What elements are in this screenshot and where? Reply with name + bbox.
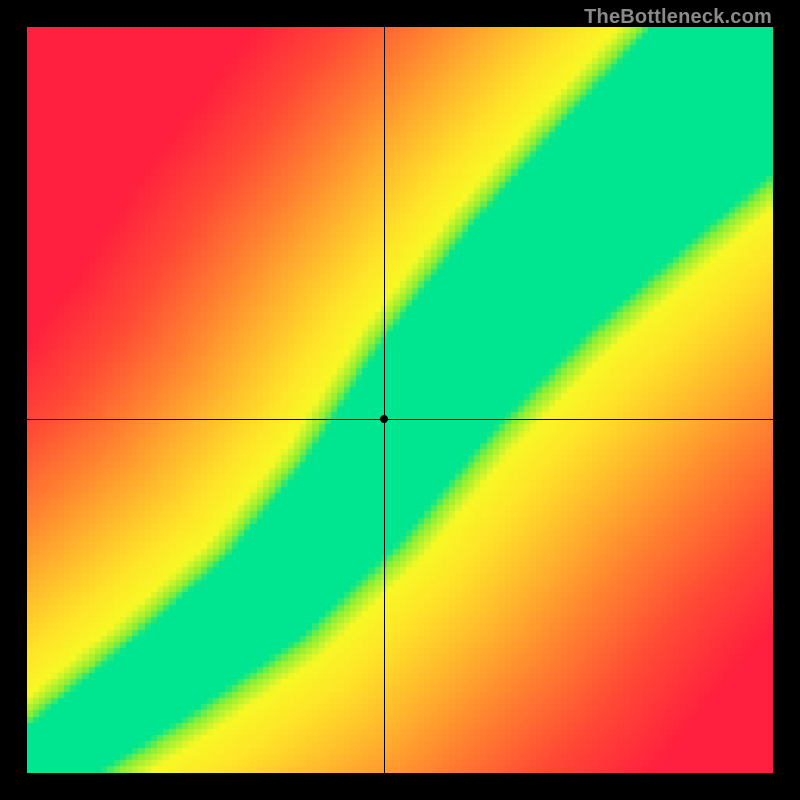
crosshair-horizontal <box>27 419 773 420</box>
heatmap-canvas <box>27 27 773 773</box>
chart-outer: TheBottleneck.com <box>0 0 800 800</box>
plot-frame <box>27 27 773 773</box>
watermark-text: TheBottleneck.com <box>584 6 772 29</box>
crosshair-vertical <box>384 27 385 773</box>
crosshair-marker <box>380 415 388 423</box>
